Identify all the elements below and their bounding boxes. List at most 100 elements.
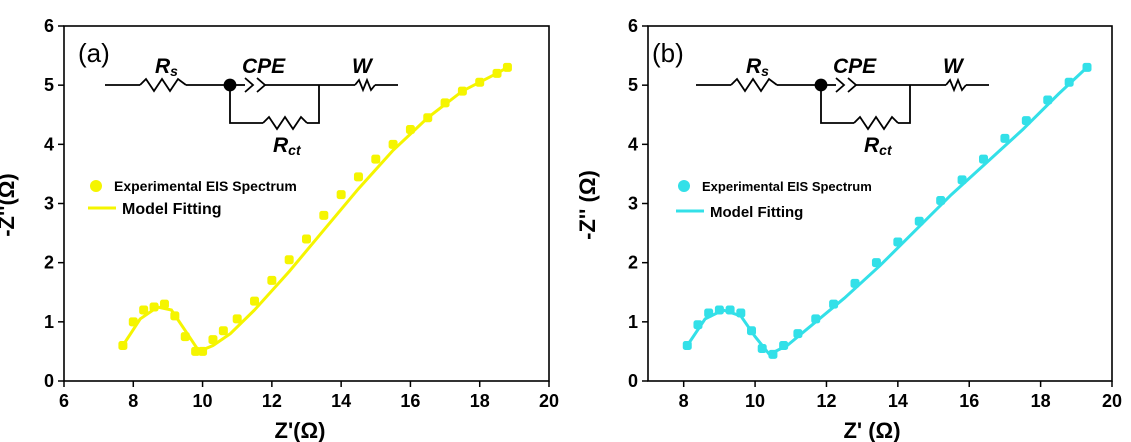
circuit-wire <box>820 85 854 124</box>
data-point-experimental <box>128 317 138 327</box>
resistor-rs-icon <box>139 77 187 93</box>
legend-marker-experimental <box>678 180 690 192</box>
data-point-experimental <box>457 86 467 96</box>
panel-label: (b) <box>652 38 684 68</box>
circuit-wire <box>229 85 263 124</box>
data-point-experimental <box>757 343 767 353</box>
data-point-experimental <box>793 329 803 339</box>
y-tick-label: 0 <box>628 371 638 391</box>
y-tick-label: 2 <box>628 253 638 273</box>
data-point-experimental <box>714 305 724 315</box>
data-point-experimental <box>811 314 821 324</box>
circuit-label-rct: Rct <box>273 134 302 158</box>
circuit-label-rs: Rs <box>746 55 769 79</box>
circuit-wire <box>898 85 911 124</box>
series-line-model-fitting <box>121 66 509 354</box>
data-point-experimental <box>336 190 346 200</box>
data-point-experimental <box>502 62 512 72</box>
y-tick-label: 3 <box>44 194 54 214</box>
data-point-experimental <box>1064 77 1074 87</box>
data-point-experimental <box>850 278 860 288</box>
y-tick-label: 5 <box>628 75 638 95</box>
data-point-experimental <box>475 77 485 87</box>
data-point-experimental <box>871 258 881 268</box>
y-tick-label: 1 <box>628 312 638 332</box>
x-tick-label: 18 <box>1031 391 1051 411</box>
resistor-rct-icon <box>262 115 308 131</box>
circuit-label-cpe: CPE <box>833 55 877 78</box>
y-tick-label: 5 <box>44 75 54 95</box>
data-point-experimental <box>302 234 311 244</box>
x-tick-label: 16 <box>959 391 979 411</box>
data-point-experimental <box>440 98 450 108</box>
x-tick-label: 10 <box>745 391 765 411</box>
x-tick-label: 20 <box>539 391 559 411</box>
legend-label-model: Model Fitting <box>122 201 222 218</box>
data-point-experimental <box>388 139 398 149</box>
warburg-w-icon <box>945 77 967 93</box>
x-tick-label: 10 <box>193 391 213 411</box>
cpe-icon <box>256 77 267 93</box>
x-tick-label: 8 <box>128 391 138 411</box>
data-point-experimental <box>747 326 757 336</box>
data-point-experimental <box>979 154 989 164</box>
data-point-experimental <box>232 314 242 324</box>
x-axis-label: Z'(Ω) <box>275 418 326 442</box>
y-tick-label: 2 <box>44 253 54 273</box>
data-point-experimental <box>319 210 329 220</box>
circuit-label-rct: Rct <box>864 134 893 158</box>
x-tick-label: 14 <box>888 391 908 411</box>
data-point-experimental <box>139 305 149 315</box>
y-tick-label: 1 <box>44 312 54 332</box>
data-point-experimental <box>198 346 208 356</box>
x-tick-label: 8 <box>679 391 689 411</box>
legend-label-experimental: Experimental EIS Spectrum <box>702 179 872 194</box>
circuit-label-rct-subscript: ct <box>879 142 893 158</box>
data-point-experimental <box>1000 133 1010 143</box>
data-point-experimental <box>149 302 159 312</box>
legend-marker-experimental <box>90 180 102 192</box>
equivalent-circuit <box>696 77 989 131</box>
data-point-experimental <box>957 175 967 185</box>
y-tick-label: 0 <box>44 371 54 391</box>
equivalent-circuit <box>105 77 398 131</box>
data-point-experimental <box>170 311 180 321</box>
data-point-experimental <box>893 237 903 247</box>
circuit-label-rct-subscript: ct <box>288 142 302 158</box>
data-point-experimental <box>267 275 277 285</box>
resistor-rs-icon <box>730 77 778 93</box>
data-point-experimental <box>936 196 946 206</box>
data-point-experimental <box>180 332 190 342</box>
data-point-experimental <box>159 299 169 309</box>
data-point-experimental <box>218 326 228 336</box>
data-point-experimental <box>768 349 778 359</box>
y-axis-label: -Z'' (Ω) <box>575 170 600 240</box>
data-point-experimental <box>725 305 735 315</box>
y-tick-label: 3 <box>628 194 638 214</box>
data-point-experimental <box>1043 95 1053 105</box>
data-point-experimental <box>284 255 294 265</box>
y-tick-label: 4 <box>44 134 54 154</box>
data-point-experimental <box>353 172 363 182</box>
circuit-label-rs-subscript: s <box>761 63 769 79</box>
circuit-label-w: W <box>943 55 965 78</box>
circuit-label-rs-subscript: s <box>170 63 178 79</box>
circuit-wire <box>307 85 320 124</box>
legend-label-experimental: Experimental EIS Spectrum <box>114 178 297 194</box>
x-tick-label: 12 <box>816 391 836 411</box>
data-point-experimental <box>704 308 714 318</box>
x-tick-label: 6 <box>59 391 69 411</box>
resistor-rct-icon <box>853 115 899 131</box>
circuit-label-cpe: CPE <box>242 55 286 78</box>
data-point-experimental <box>250 296 260 306</box>
data-point-experimental <box>423 113 433 123</box>
x-tick-label: 14 <box>331 391 351 411</box>
data-point-experimental <box>118 341 128 350</box>
data-point-experimental <box>405 125 415 135</box>
x-tick-label: 16 <box>400 391 420 411</box>
legend-label-model: Model Fitting <box>710 204 803 221</box>
warburg-w-icon <box>354 77 376 93</box>
data-point-experimental <box>492 68 502 78</box>
